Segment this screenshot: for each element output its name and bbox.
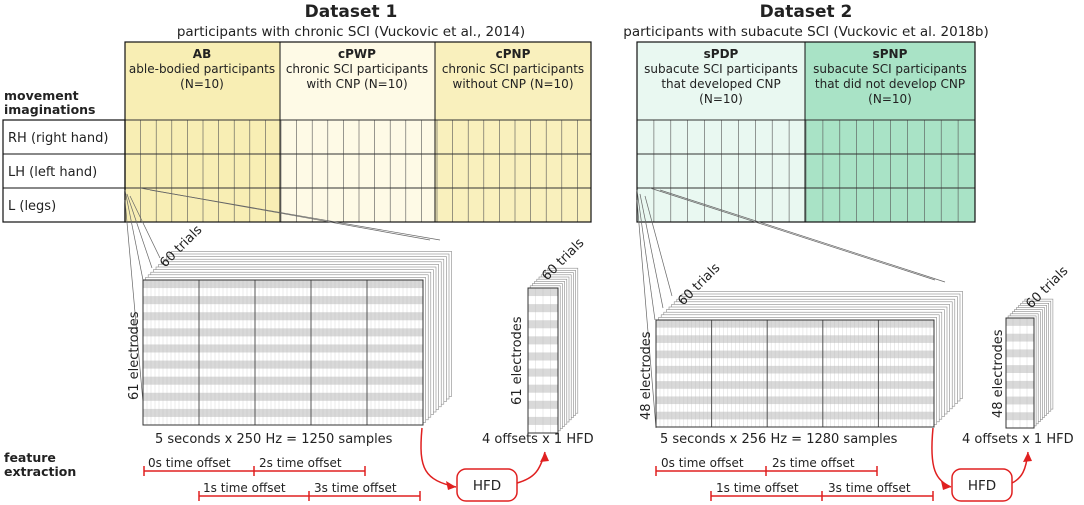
offset-0s-label: 0s time offset [148,456,231,470]
dataset2-hfd-matrix [1005,317,1035,429]
flow-arrow-to-hfd [420,427,457,488]
offset-2s-label: 2s time offset [259,456,342,470]
dataset1-eeg-matrix [142,279,424,426]
dataset1-hfd-box [456,468,518,502]
arrowhead [1023,452,1032,462]
dataset2-trial-grid [637,119,975,222]
matrix-frame [527,287,559,434]
dataset1-time-offsets: 0s time offset 2s time offset 1s time of… [143,427,549,502]
flow-arrow-from-hfd [516,451,546,484]
dataset2-trial-fan-lines [636,187,946,429]
dataset1-trial-fan-lines [124,187,441,426]
group-spdp-desc: subacute SCI participants [644,62,798,76]
group-spdp-desc: that developed CNP [661,77,780,91]
group-ab-column [125,42,280,222]
group-spnp-name: sPNP [873,47,908,61]
group-cpnp-name: cPNP [496,47,531,61]
dataset1-offsets-label: 4 offsets x 1 HFD [482,432,594,447]
offset-2s-label: 2s time offset [772,456,855,470]
dataset1-hfd-electrodes-label: 61 electrodes [510,316,525,405]
offset-1s-label: 1s time offset [203,481,286,495]
dataset1-hfd-text: HFD [473,478,501,494]
group-spnp-desc: subacute SCI participants [813,62,967,76]
row-label-lh: LH (left hand) [8,165,97,180]
dataset2-time-offsets: 0s time offset 2s time offset 1s time of… [655,427,1032,502]
dataset2-subtitle: participants with subacute SCI (Vuckovic… [623,24,988,40]
movement-heading: movement [4,88,79,103]
offset-3s-label: 3s time offset [314,481,397,495]
feature-heading: extraction [4,464,76,479]
group-ab-desc: able-bodied participants [129,62,275,76]
offset-1s-label: 1s time offset [716,481,799,495]
dataset2-eeg-matrix [655,319,935,428]
group-ab-desc: (N=10) [180,77,224,91]
group-spdp-name: sPDP [704,47,739,61]
row-label-box [2,119,126,223]
offset-0s-label: 0s time offset [661,456,744,470]
arrowhead [446,481,456,490]
flow-arrow-from-hfd [1011,451,1029,484]
arrowhead [941,481,951,490]
group-spdp-column [637,42,805,222]
dataset2-table: sPDP subacute SCI participants that deve… [636,41,976,223]
group-spnp-column [805,42,975,222]
dataset1-hfd-matrix [527,287,559,434]
group-cpwp-column [280,42,435,222]
group-cpnp-column [435,42,591,222]
group-ab-name: AB [193,47,211,61]
dataset2-title: Dataset 2 [760,2,853,22]
dataset2-hfd-box [951,468,1013,502]
movement-heading: imaginations [4,102,96,117]
dataset1-table: AB able-bodied participants (N=10) cPWP … [124,41,592,223]
dataset1-electrodes-label: 61 electrodes [127,311,142,400]
matrix-frame [142,279,424,426]
dataset2-hfd-electrodes-label: 48 electrodes [991,329,1006,418]
matrix-frame [655,319,935,428]
group-cpwp-name: cPWP [338,47,376,61]
row-labels: movement imaginations RH (right hand) LH… [2,88,126,479]
dataset1-title: Dataset 1 [305,2,398,22]
dataset2-offsets-label: 4 offsets x 1 HFD [962,432,1074,447]
row-label-legs: L (legs) [8,199,56,214]
arrowhead [540,452,549,462]
row-label-rh: RH (right hand) [8,131,108,146]
flow-arrow-to-hfd [931,427,952,488]
dataset2-samples-label: 5 seconds x 256 Hz = 1280 samples [660,432,898,447]
dataset1-samples-label: 5 seconds x 250 Hz = 1250 samples [155,432,393,447]
matrix-frame [1005,317,1035,429]
dataset2-hfd-text: HFD [968,478,996,494]
group-cpnp-desc: without CNP (N=10) [453,77,574,91]
group-cpwp-desc: chronic SCI participants [286,62,428,76]
feature-heading: feature [4,450,56,465]
group-cpnp-desc: chronic SCI participants [442,62,584,76]
group-spdp-desc: (N=10) [699,92,743,106]
offset-3s-label: 3s time offset [828,481,911,495]
dataset1-subtitle: participants with chronic SCI (Vuckovic … [177,24,525,40]
dataset2-electrodes-label: 48 electrodes [639,331,654,420]
group-cpwp-desc: with CNP (N=10) [306,77,407,91]
group-spnp-desc: that did not develop CNP [815,77,965,91]
dataset2-table-border [636,41,976,223]
dataset1-trial-grid [125,119,591,222]
group-spnp-desc: (N=10) [868,92,912,106]
